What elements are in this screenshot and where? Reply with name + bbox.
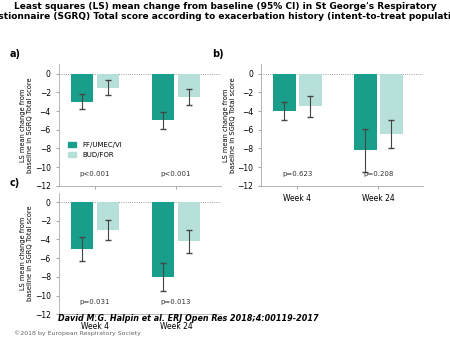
Bar [178,202,200,241]
Text: c): c) [10,178,20,188]
Text: David M.G. Halpin et al. ERJ Open Res 2018;4:00119-2017: David M.G. Halpin et al. ERJ Open Res 20… [58,314,319,323]
Text: Least squares (LS) mean change from baseline (95% CI) in St George's Respiratory: Least squares (LS) mean change from base… [0,2,450,21]
Bar [380,74,403,135]
Bar [71,202,93,249]
Y-axis label: LS mean change from
baseline in SGRQ Total score: LS mean change from baseline in SGRQ Tot… [20,77,33,173]
Text: p<0.001: p<0.001 [161,171,191,176]
Text: a): a) [10,49,21,59]
Y-axis label: LS mean change from
baseline in SGRQ Total score: LS mean change from baseline in SGRQ Tot… [223,77,236,173]
Bar [71,74,93,102]
Bar [178,74,200,97]
Legend: FF/UMEC/VI, BUD/FOR: FF/UMEC/VI, BUD/FOR [65,139,124,161]
Bar [97,202,119,230]
Bar [152,202,174,277]
Text: b): b) [212,49,224,59]
Text: p=0.623: p=0.623 [282,171,313,176]
Text: p=0.031: p=0.031 [80,299,110,305]
Text: ©2018 by European Respiratory Society: ©2018 by European Respiratory Society [14,331,140,336]
Bar [97,74,119,88]
Bar [273,74,296,111]
Bar [299,74,322,106]
Y-axis label: LS mean change from
baseline in SGRQ Total score: LS mean change from baseline in SGRQ Tot… [20,206,33,301]
Text: p=0.013: p=0.013 [161,299,191,305]
Text: p=0.208: p=0.208 [363,171,394,176]
Text: p<0.001: p<0.001 [80,171,110,176]
Bar [354,74,377,150]
Bar [152,74,174,120]
